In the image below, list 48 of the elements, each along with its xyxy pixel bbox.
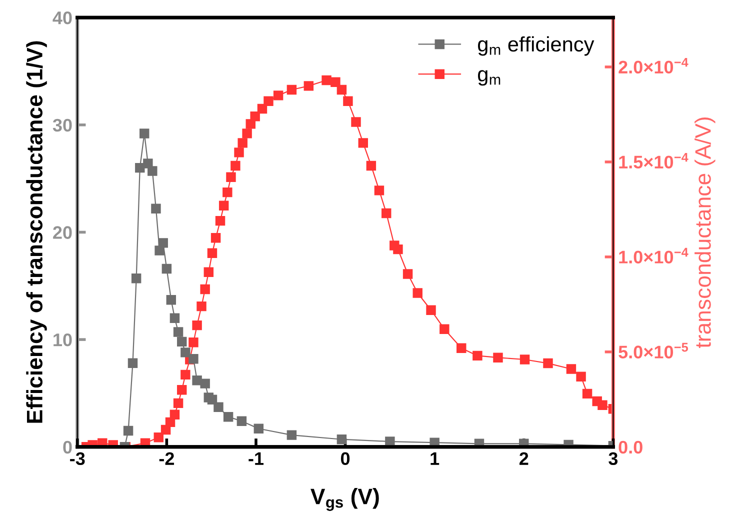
x-tick-label: -2 <box>159 452 174 465</box>
point <box>170 313 180 323</box>
point <box>158 238 168 248</box>
point <box>131 274 142 284</box>
point <box>286 430 297 440</box>
point <box>173 327 184 337</box>
point <box>188 354 198 364</box>
legend-label: g$_{m}$ efficiency <box>478 36 594 56</box>
x-tick-label: 2 <box>519 452 528 465</box>
x-axis-title: V$_{gs}$ (V) <box>310 488 379 511</box>
point <box>135 162 145 173</box>
point <box>166 294 176 305</box>
point <box>128 358 138 368</box>
point <box>214 402 224 412</box>
point <box>430 438 440 447</box>
x-tick-label: -3 <box>70 452 85 466</box>
x-tick-label: 1 <box>430 452 440 465</box>
point <box>162 264 172 274</box>
point <box>236 416 247 426</box>
y-tick-label: 0 <box>63 440 72 454</box>
point <box>385 436 395 446</box>
x-tick-label: -1 <box>248 452 264 465</box>
point <box>151 204 161 214</box>
point <box>177 336 187 347</box>
y2-axis-title: transconductance (A/V) <box>694 117 716 348</box>
point <box>200 378 210 388</box>
point <box>254 424 264 434</box>
y-axis-title: Efficiency of transconductance (1/V) <box>26 41 47 423</box>
y-tick-label: 20 <box>53 226 72 239</box>
y2-tick-label: 0.0 <box>618 440 642 454</box>
point <box>180 348 190 358</box>
point <box>336 434 347 444</box>
point <box>143 158 153 168</box>
point <box>148 166 158 176</box>
point <box>123 426 134 436</box>
y2-tick-label: 2.0×10$^{−4}$ <box>618 58 688 74</box>
point <box>207 394 218 405</box>
x-tick-label: 0 <box>340 452 350 466</box>
y2-tick-label: 1.0×10$^{−4}$ <box>619 248 688 264</box>
y2-tick-label: 1.5×10$^{−4}$ <box>619 152 688 168</box>
x-tick-label: 3 <box>608 452 618 466</box>
point <box>140 128 150 138</box>
y-tick-label: 30 <box>52 118 72 132</box>
y-tick-label: 40 <box>52 11 72 24</box>
y-tick-label: 10 <box>54 333 72 346</box>
legend-label: g$_{m}$ <box>478 70 500 86</box>
y2-tick-label: 5.0×10$^{−5}$ <box>618 342 688 358</box>
point <box>223 412 234 422</box>
